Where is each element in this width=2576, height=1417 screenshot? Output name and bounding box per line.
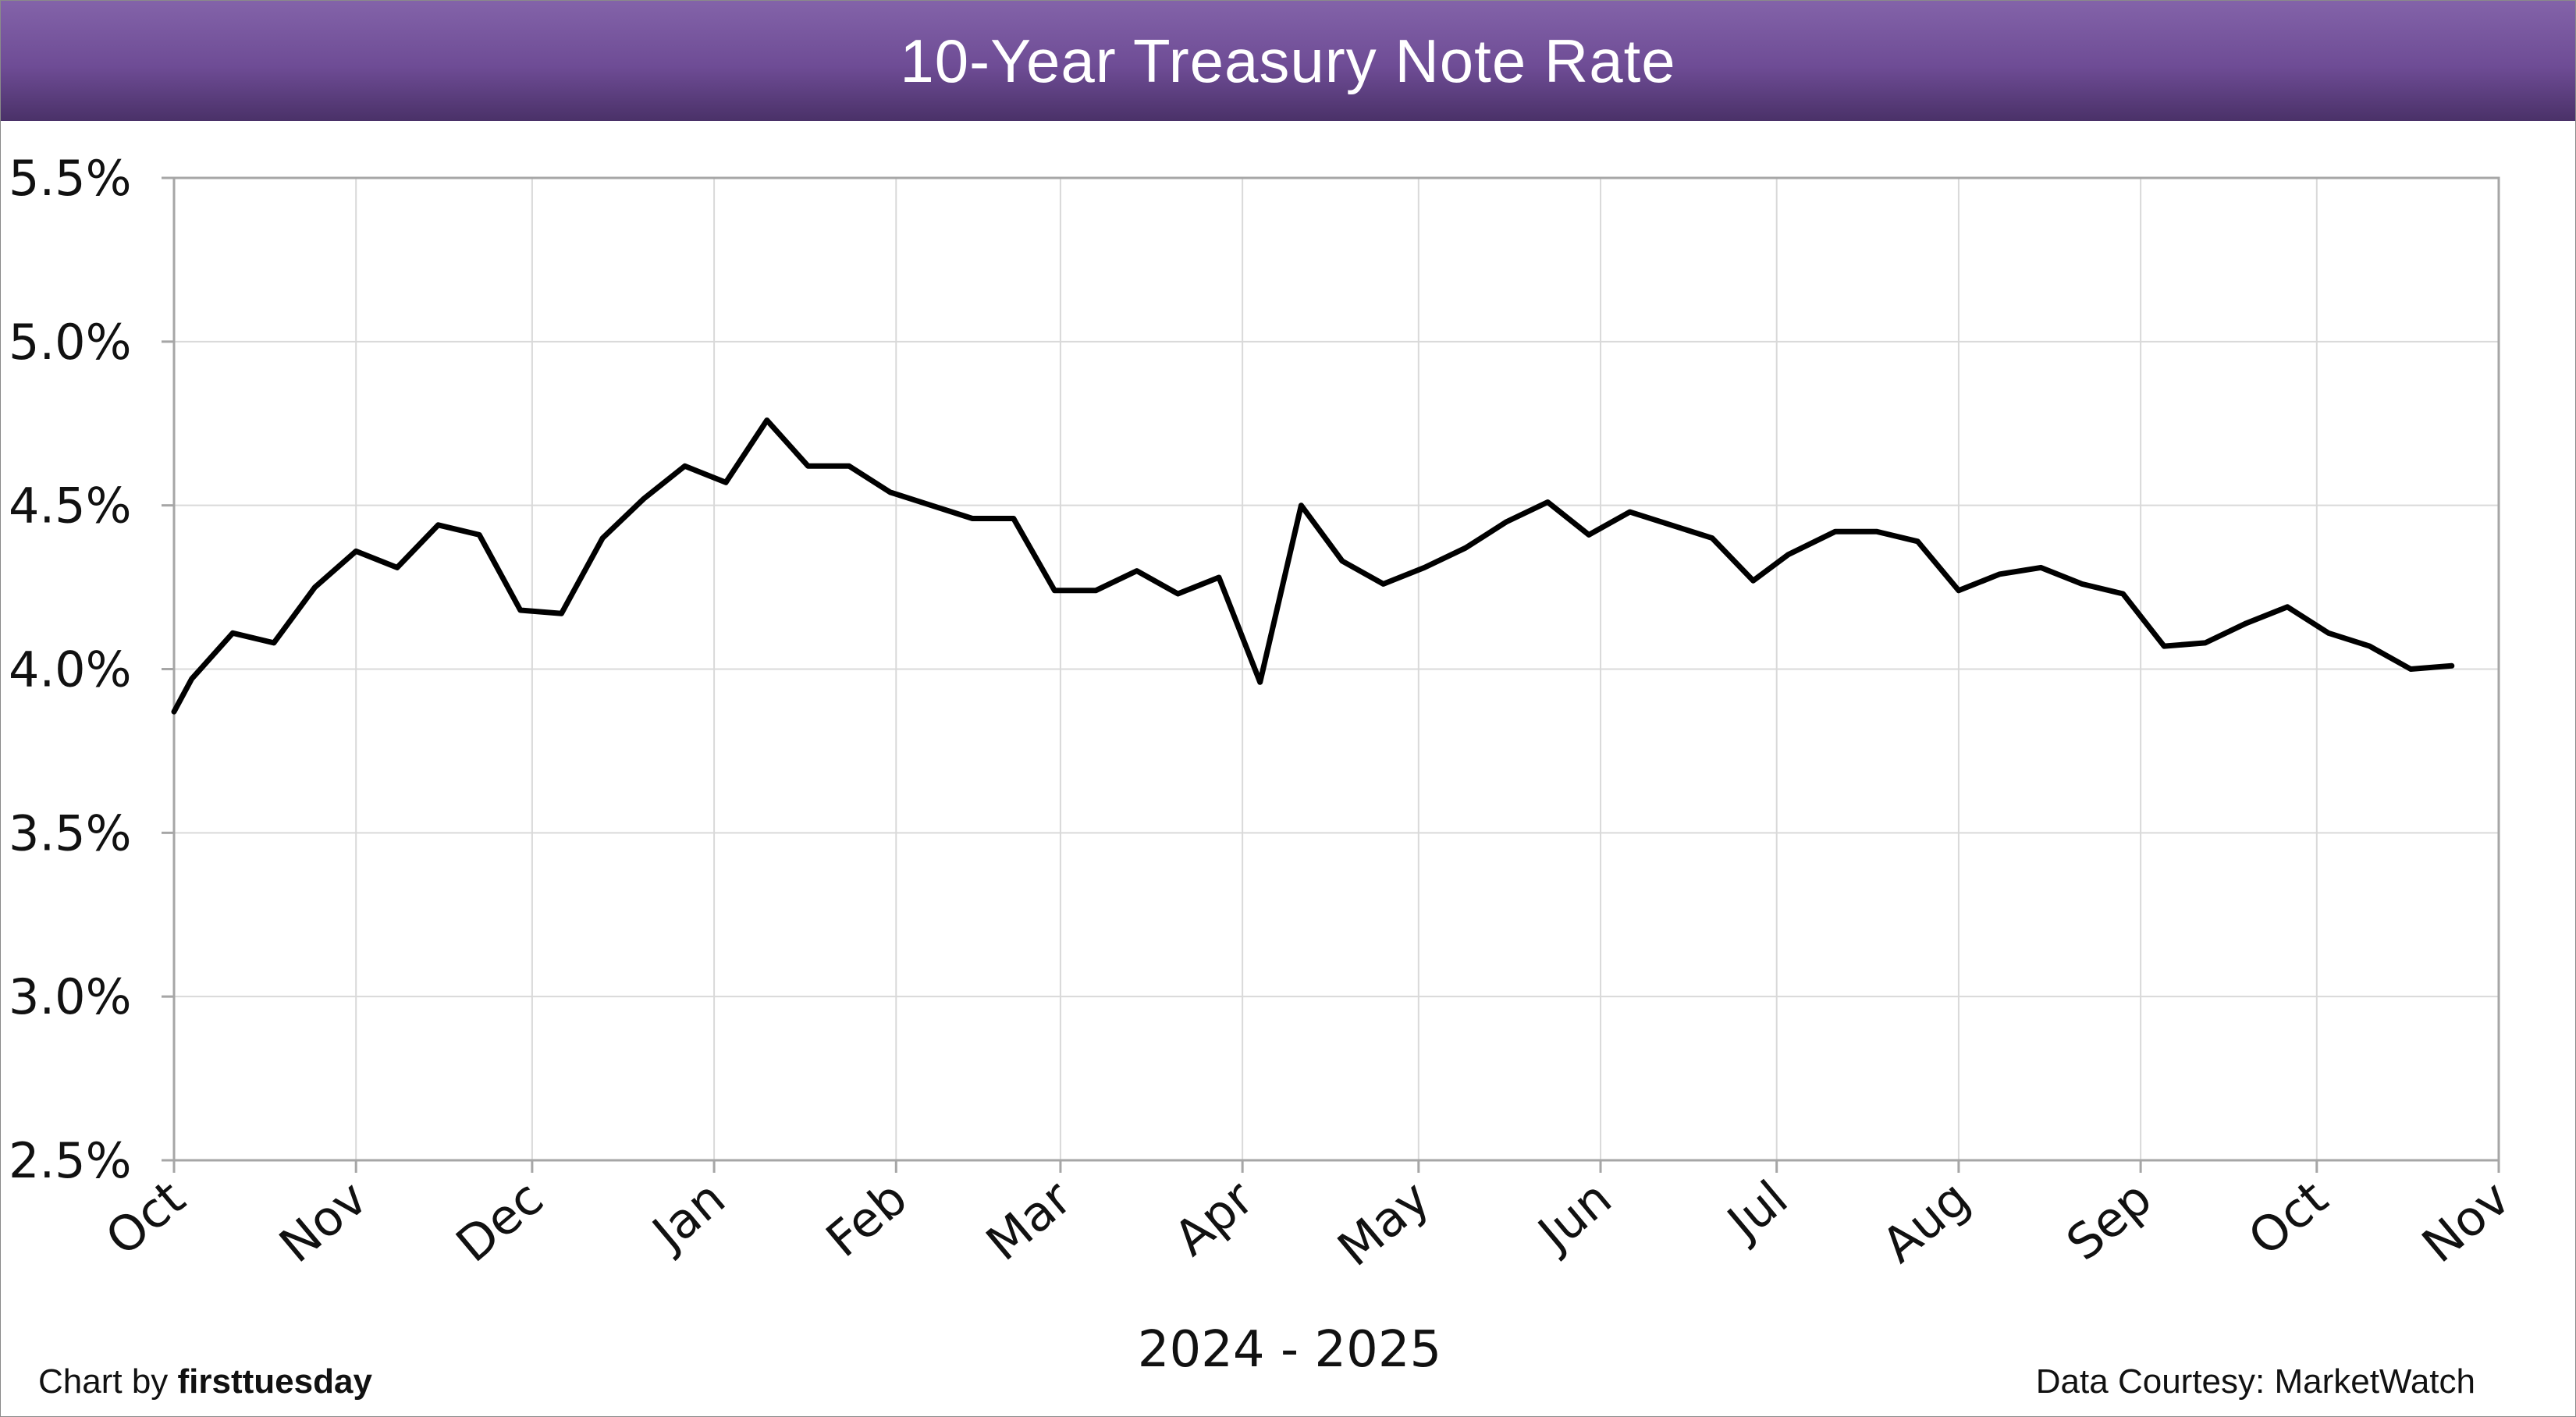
axes	[162, 176, 2500, 1173]
x-tick-label: Apr	[1164, 1169, 1264, 1266]
x-axis-tick-labels: Oct Nov Dec Jan Feb Mar Apr May Jun Jul Aug Sep Oct N…	[95, 1169, 2521, 1277]
data-point	[394, 565, 400, 570]
y-tick-label: 5.5%	[9, 150, 132, 207]
chart-title: 10-Year Treasury Note Rate	[900, 26, 1676, 95]
data-point	[1668, 522, 1674, 527]
x-tick-label: Jun	[1525, 1170, 1622, 1264]
data-point	[929, 503, 934, 508]
x-tick-label: Nov	[2411, 1170, 2521, 1274]
x-tick-label: Sep	[2055, 1170, 2162, 1272]
x-tick-label: Dec	[446, 1170, 554, 1273]
data-point	[682, 463, 688, 469]
data-point	[1463, 545, 1468, 551]
data-point	[1956, 588, 1961, 593]
y-tick-label: 4.5%	[9, 478, 132, 534]
data-point	[805, 463, 811, 469]
x-axis-title: 2024 - 2025	[1138, 1321, 1442, 1379]
data-point	[1299, 503, 1304, 508]
x-tick-label: Feb	[815, 1170, 918, 1268]
series-layer	[171, 417, 2455, 715]
data-point	[1217, 575, 1221, 580]
credit-brand: firsttuesday	[177, 1362, 372, 1401]
data-point	[1785, 552, 1791, 557]
data-point	[2449, 663, 2454, 669]
y-tick-label: 4.0%	[9, 641, 132, 698]
data-point	[477, 532, 482, 538]
data-point	[230, 630, 236, 636]
data-point	[887, 489, 893, 495]
data-point	[1380, 581, 1386, 587]
data-point	[271, 640, 276, 645]
data-point	[312, 584, 318, 590]
x-tick-label: May	[1327, 1170, 1440, 1277]
y-tick-label: 5.0%	[9, 314, 132, 371]
x-tick-label: Oct	[2237, 1170, 2338, 1267]
data-point	[1093, 588, 1099, 593]
data-point	[1997, 571, 2002, 577]
data-point	[1257, 680, 1263, 685]
data-point	[970, 516, 975, 521]
data-point	[517, 608, 523, 613]
data-point	[2120, 591, 2126, 596]
data-point	[1422, 565, 1427, 570]
data-point	[2162, 644, 2167, 649]
data-point	[172, 709, 176, 715]
data-point	[2285, 604, 2290, 609]
data-point	[2038, 565, 2044, 570]
data-source: Data Courtesy: MarketWatch	[2035, 1362, 2475, 1401]
data-point	[559, 611, 564, 616]
data-point	[764, 417, 769, 423]
data-point	[1832, 529, 1838, 534]
x-tick-label: Aug	[1871, 1170, 1981, 1274]
data-point	[1011, 516, 1016, 521]
data-point	[435, 522, 441, 527]
data-point	[2326, 630, 2331, 636]
data-point	[2244, 620, 2249, 626]
data-point	[189, 677, 194, 682]
data-point	[1710, 535, 1714, 541]
data-point	[723, 480, 729, 485]
data-point	[1134, 568, 1139, 574]
credit-prefix: Chart by	[38, 1362, 169, 1401]
data-point	[1504, 519, 1509, 524]
title-banner: 10-Year Treasury Note Rate	[1, 1, 2575, 121]
data-point	[354, 549, 359, 554]
data-point	[2367, 644, 2372, 649]
x-tick-label: Mar	[975, 1169, 1082, 1271]
x-tick-label: Jan	[640, 1170, 736, 1263]
x-tick-label: Nov	[268, 1170, 378, 1274]
y-tick-label: 2.5%	[9, 1132, 132, 1189]
x-tick-label: Jul	[1714, 1170, 1798, 1253]
data-point	[600, 535, 606, 541]
data-point	[1545, 499, 1551, 505]
y-tick-label: 3.5%	[9, 804, 132, 861]
chart-credit: Chart by firsttuesday	[38, 1362, 372, 1401]
data-point	[1052, 588, 1057, 593]
plot-area-border	[172, 176, 2500, 1162]
data-point	[1915, 538, 1920, 544]
gridlines	[173, 177, 2500, 1161]
y-tick-label: 3.0%	[9, 968, 132, 1025]
data-point	[1175, 591, 1181, 596]
data-point	[641, 496, 646, 502]
series-line	[171, 417, 2455, 715]
data-point	[1586, 532, 1591, 538]
data-point	[1874, 529, 1879, 534]
y-axis-tick-labels: 2.5% 3.0% 3.5% 4.0% 4.5% 5.0% 5.5%	[9, 150, 132, 1189]
data-point	[1340, 559, 1345, 563]
data-point	[2408, 666, 2414, 672]
data-point	[2202, 640, 2208, 645]
data-point	[1750, 578, 1756, 584]
data-point	[1627, 510, 1633, 515]
data-point	[847, 463, 852, 469]
data-point	[2079, 581, 2084, 587]
